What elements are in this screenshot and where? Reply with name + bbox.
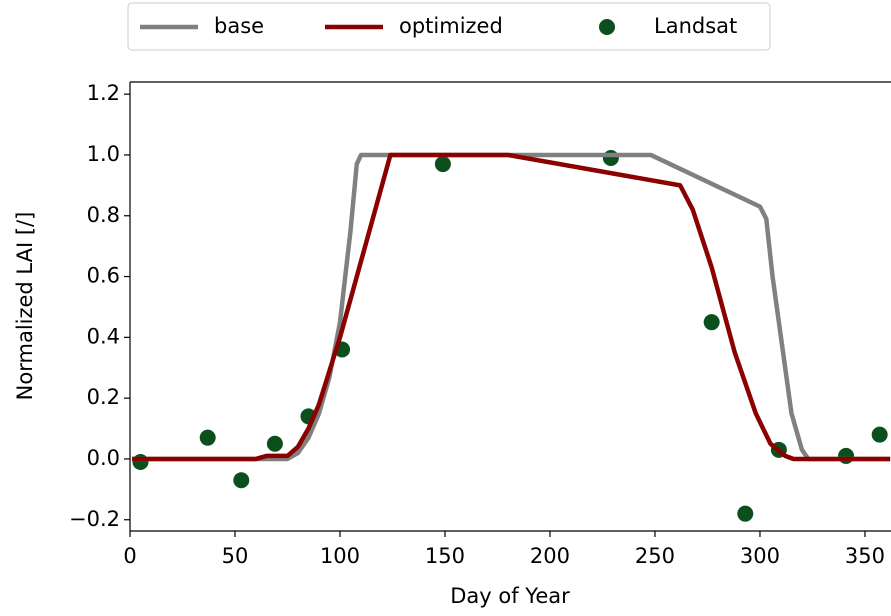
x-tick-label: 350 xyxy=(845,544,885,568)
y-tick-label: 0.0 xyxy=(87,446,120,470)
scatter-point xyxy=(602,149,619,166)
y-tick-label: 0.4 xyxy=(87,324,120,348)
scatter-point xyxy=(233,472,250,489)
y-tick-label: −0.2 xyxy=(69,507,120,531)
scatter-point xyxy=(266,435,283,452)
x-tick-label: 200 xyxy=(530,544,570,568)
y-axis-label: Normalized LAI [/] xyxy=(13,212,37,401)
scatter-point xyxy=(737,505,754,522)
legend-label: optimized xyxy=(399,14,503,38)
scatter-point xyxy=(434,156,451,173)
x-axis-label: Day of Year xyxy=(450,584,570,608)
x-tick-label: 150 xyxy=(425,544,465,568)
line-series xyxy=(132,152,891,462)
y-tick-label: 0.6 xyxy=(87,264,120,288)
y-tick-label: 0.2 xyxy=(87,385,120,409)
plot-area xyxy=(132,149,891,522)
x-tick-label: 100 xyxy=(320,544,360,568)
x-tick-label: 250 xyxy=(635,544,675,568)
legend-items: base optimized Landsat xyxy=(140,14,737,38)
scatter-point xyxy=(199,429,216,446)
x-tick-label: 300 xyxy=(740,544,780,568)
line-series xyxy=(132,152,891,462)
x-tick-label: 0 xyxy=(123,544,136,568)
legend-marker xyxy=(599,19,615,35)
legend-label: Landsat xyxy=(654,14,737,38)
scatter-point xyxy=(703,314,720,331)
scatter-point xyxy=(132,453,149,470)
scatter-point xyxy=(838,447,855,464)
legend xyxy=(127,2,771,51)
legend-label: base xyxy=(214,14,264,38)
y-tick-label: 1.0 xyxy=(87,142,120,166)
y-tick-label: 1.2 xyxy=(87,81,120,105)
x-tick-label: 50 xyxy=(222,544,249,568)
y-tick-label: 0.8 xyxy=(87,203,120,227)
scatter-point xyxy=(871,426,888,443)
